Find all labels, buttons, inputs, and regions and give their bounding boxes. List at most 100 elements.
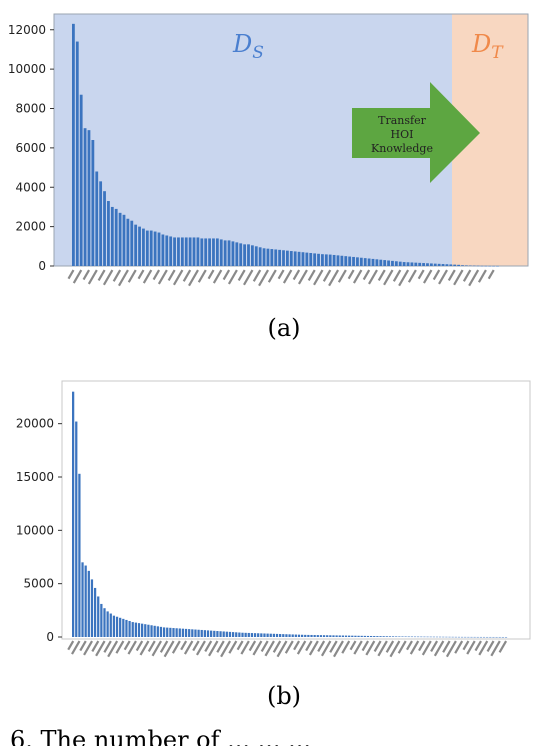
bar [294,634,297,637]
x-tick-label [353,640,363,655]
bar [367,258,371,266]
bar [72,23,75,266]
bar [181,628,185,637]
x-tick-label [317,640,326,652]
x-tick-label [276,640,288,658]
bar [103,191,106,266]
bar [87,130,91,266]
bar [420,636,423,638]
figure-caption: 6. The number of ... ... ... [10,726,311,746]
bar [470,636,473,638]
bar [442,636,445,638]
bar [391,636,395,637]
bar [282,250,285,266]
bar [363,258,367,266]
bar [131,622,134,637]
x-tick-label [171,640,181,654]
x-tick-label [398,269,410,287]
bar [305,252,309,266]
bar [366,635,370,637]
x-tick-label [308,640,319,656]
bar [293,251,297,266]
bar [97,596,100,637]
x-tick-labels-a [67,269,495,287]
bar [482,636,486,638]
bar [178,628,181,637]
bar [341,635,345,637]
x-tick-label [172,269,184,286]
bar [407,636,410,638]
arrow-text-line-1: Transfer [378,114,426,127]
bar [363,635,366,637]
bar [418,262,422,266]
x-tick-label [477,269,487,283]
bar [159,626,163,637]
x-tick-label [406,640,413,651]
bar [149,230,153,266]
x-tick-label [72,269,83,284]
bar [391,260,394,266]
x-tick-label [361,640,370,652]
bar [324,254,328,266]
bar [254,246,258,266]
target-domain-subscript: T [491,43,504,63]
x-tick-label [438,269,448,285]
bar [231,632,235,637]
x-tick-label [383,269,394,286]
bar [313,635,316,637]
x-tick-label [236,640,244,651]
x-tick-label [490,640,501,657]
bar [93,587,97,637]
x-tick-label [362,269,371,281]
x-tick-label [97,269,106,281]
bar [216,631,219,637]
bar [225,631,228,637]
target-domain-label: DT [471,30,504,63]
bar [137,623,141,637]
bar [250,633,254,637]
panel-label-a: (a) [267,314,300,342]
bar [279,634,282,637]
bar [413,636,417,638]
x-tick-label [67,640,75,651]
bar [153,625,156,637]
bar [223,240,227,266]
x-tick-label [292,269,301,281]
arrow-text-line-2: HOI [391,128,414,141]
bar [169,627,172,637]
bar [417,636,420,638]
bar [266,633,269,637]
bar [321,254,324,266]
bar [188,629,191,637]
x-tick-label [243,269,254,286]
y-tick-label: 0 [46,630,54,644]
bar [388,636,392,637]
x-tick-label [163,640,175,658]
bar [84,565,87,637]
bar [336,255,340,266]
x-tick-label [248,640,257,652]
x-tick-label [349,640,357,651]
bar [473,636,476,638]
bar [112,615,116,637]
x-tick-label [212,269,223,284]
bar [169,236,173,266]
bar [191,629,194,637]
bar [492,636,495,638]
bar [438,636,442,638]
x-tick-label [486,640,495,652]
bar [484,265,488,267]
bar [360,635,363,637]
bar [304,634,307,637]
bar [103,608,106,637]
x-tick-label [284,640,294,654]
x-tick-label [264,640,275,657]
bar [144,624,147,637]
bar [206,630,210,637]
bar [100,603,103,637]
x-tick-label [123,640,131,651]
x-tick-label [182,269,192,282]
bar [156,626,159,637]
bar [369,635,373,637]
x-tick-label [277,269,285,280]
